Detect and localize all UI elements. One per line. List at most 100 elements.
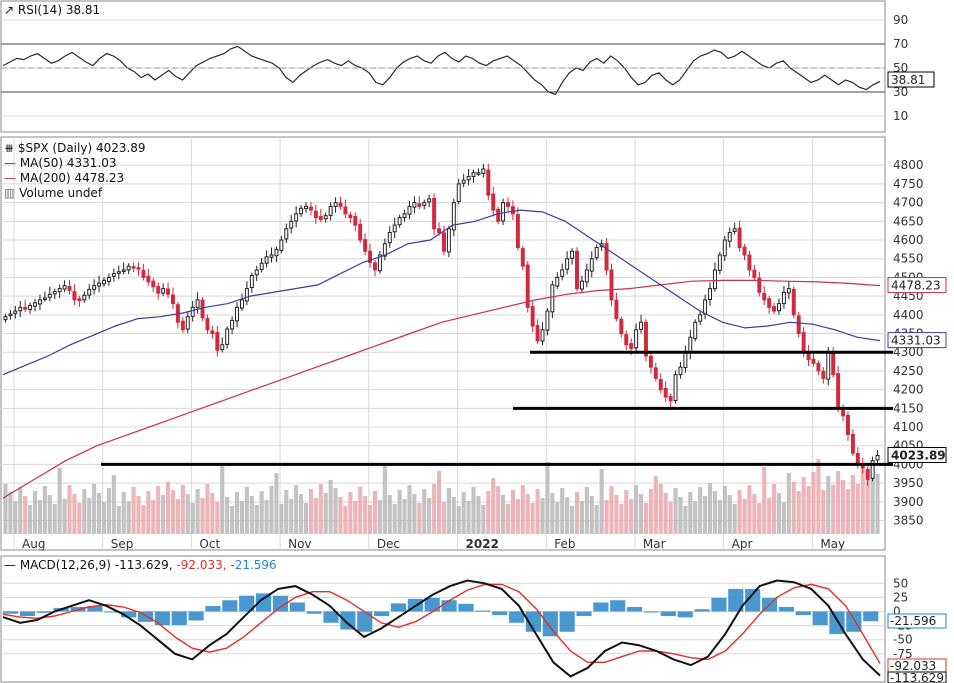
candle-body	[13, 310, 18, 314]
candle-body	[348, 214, 353, 219]
macd-hist-bar	[357, 611, 373, 632]
volume-bar	[609, 486, 614, 534]
volume-bar	[156, 486, 161, 534]
volume-bar	[515, 499, 520, 534]
volume-bar	[772, 484, 777, 534]
volume-bar	[82, 489, 87, 534]
macd-hist-bar	[222, 600, 238, 612]
volume-bar	[614, 495, 619, 534]
month-label: Aug	[22, 537, 45, 551]
macd-hist-bar	[812, 611, 828, 626]
candle-body	[377, 254, 382, 272]
candle-body	[796, 315, 801, 335]
volume-bar	[476, 496, 481, 534]
volume-bar	[234, 492, 240, 534]
candle-body	[146, 275, 151, 283]
macd-frame	[0, 555, 886, 683]
volume-bar	[141, 505, 146, 534]
candle-body	[171, 294, 175, 305]
volume-bar	[634, 485, 639, 534]
candle-body	[575, 250, 579, 290]
candle-body	[673, 374, 678, 401]
volume-bar	[836, 471, 841, 534]
volume-bar	[397, 490, 402, 534]
volume-bar	[205, 484, 210, 534]
price-tick-label: 4250	[893, 364, 924, 378]
volume-bar	[742, 499, 747, 534]
candle-body	[565, 258, 570, 270]
volume-bar	[42, 486, 47, 534]
volume-bar	[816, 459, 821, 534]
volume-bar	[215, 502, 220, 534]
candle-body	[289, 220, 294, 229]
macd-hist-bar	[137, 611, 154, 622]
candle-body	[540, 329, 545, 342]
candle-body	[510, 206, 515, 215]
volume-bar	[486, 491, 491, 534]
candle-body	[639, 321, 644, 330]
ma200-legend-swatch: —	[4, 171, 20, 185]
macd-tick-label: 0	[893, 604, 901, 618]
macd-hist-bar	[711, 597, 727, 612]
macd-label: — MACD(12,26,9) -113.629, -92.033, -21.5…	[4, 558, 277, 572]
candle-body	[629, 343, 634, 349]
volume-bar	[18, 487, 23, 534]
volume-bar	[668, 502, 673, 534]
candle-body	[643, 321, 648, 357]
volume-bar	[239, 501, 245, 534]
candle-body	[772, 306, 777, 312]
candle-body	[757, 277, 762, 293]
candle-body	[737, 227, 742, 249]
macd-hist-bar	[424, 597, 440, 612]
candle-body	[624, 334, 629, 346]
candle-body	[195, 299, 200, 308]
volume-bar	[767, 498, 772, 534]
volume-bar	[52, 504, 57, 534]
candle-body	[491, 193, 496, 211]
volume-bar	[92, 484, 97, 534]
volume-bar	[594, 505, 599, 534]
candle-body	[299, 207, 304, 215]
candle-body	[323, 215, 328, 220]
candle-body	[294, 213, 299, 222]
month-label: Oct	[199, 537, 220, 551]
candle-body	[486, 169, 491, 196]
volume-bar	[579, 501, 584, 534]
rsi-tick-label: 30	[893, 85, 908, 99]
volume-bar	[653, 476, 658, 534]
volume-bar	[77, 503, 82, 534]
price-tick-label: 4600	[893, 233, 924, 247]
macd-label-prefix: MACD(12,26,9)	[20, 558, 111, 572]
macd-hist-bar	[508, 611, 525, 623]
volume-bar	[165, 482, 171, 534]
ma200-line	[2, 279, 881, 499]
volume-bar	[185, 494, 190, 534]
macd-hist-bar	[559, 611, 575, 632]
candle-body	[136, 267, 141, 270]
candle-body	[781, 291, 786, 305]
volume-bar	[712, 491, 718, 534]
volume-bar	[303, 503, 309, 534]
candle-body	[269, 254, 274, 258]
candle-body	[584, 269, 589, 283]
volume-bar	[471, 487, 476, 534]
candle-body	[274, 248, 279, 257]
volume-bar	[510, 490, 516, 534]
candle-body	[264, 256, 269, 264]
candle-body	[678, 366, 683, 376]
volume-bar	[801, 477, 806, 534]
candle-body	[535, 325, 540, 342]
candle-body	[850, 434, 855, 454]
volume-bar	[264, 500, 269, 534]
candle-body	[801, 331, 806, 353]
candle-body	[786, 288, 791, 294]
macd-line	[2, 579, 881, 678]
candle-body	[742, 246, 747, 256]
candle-body	[239, 299, 244, 309]
volume-bar	[363, 496, 368, 534]
volume-bar	[560, 488, 565, 534]
candle-body	[520, 248, 525, 267]
candle-body	[225, 328, 230, 345]
ma50-value-box	[887, 332, 947, 349]
